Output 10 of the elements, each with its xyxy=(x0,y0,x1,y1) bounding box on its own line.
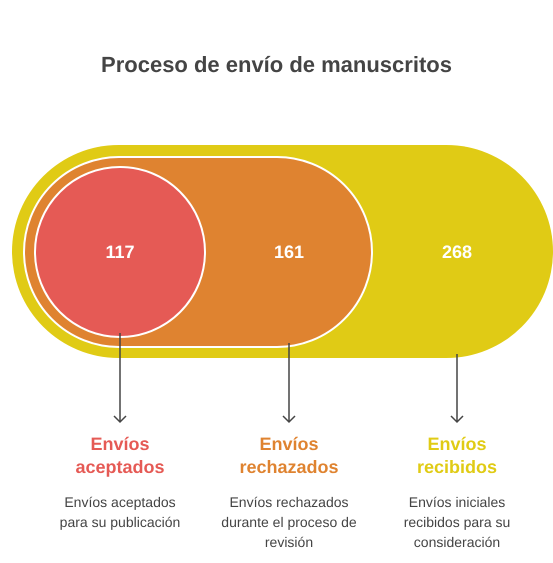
data-label: 117 xyxy=(104,242,136,263)
text: Envíos rechazados durante el proceso de revisión xyxy=(221,493,357,552)
category-label: Envíos aceptados xyxy=(74,433,166,479)
data-label: 268 xyxy=(440,242,474,263)
category-label: Envíos recibidos xyxy=(416,433,498,479)
category-label: Envíos rechazados xyxy=(238,433,340,479)
text: Proceso de envío de manuscritos xyxy=(100,52,453,78)
text: Envíos aceptados para su publicación xyxy=(58,493,182,532)
data-label: 161 xyxy=(272,242,306,263)
text: Envíos iniciales recibidos para su consideración xyxy=(402,493,512,552)
